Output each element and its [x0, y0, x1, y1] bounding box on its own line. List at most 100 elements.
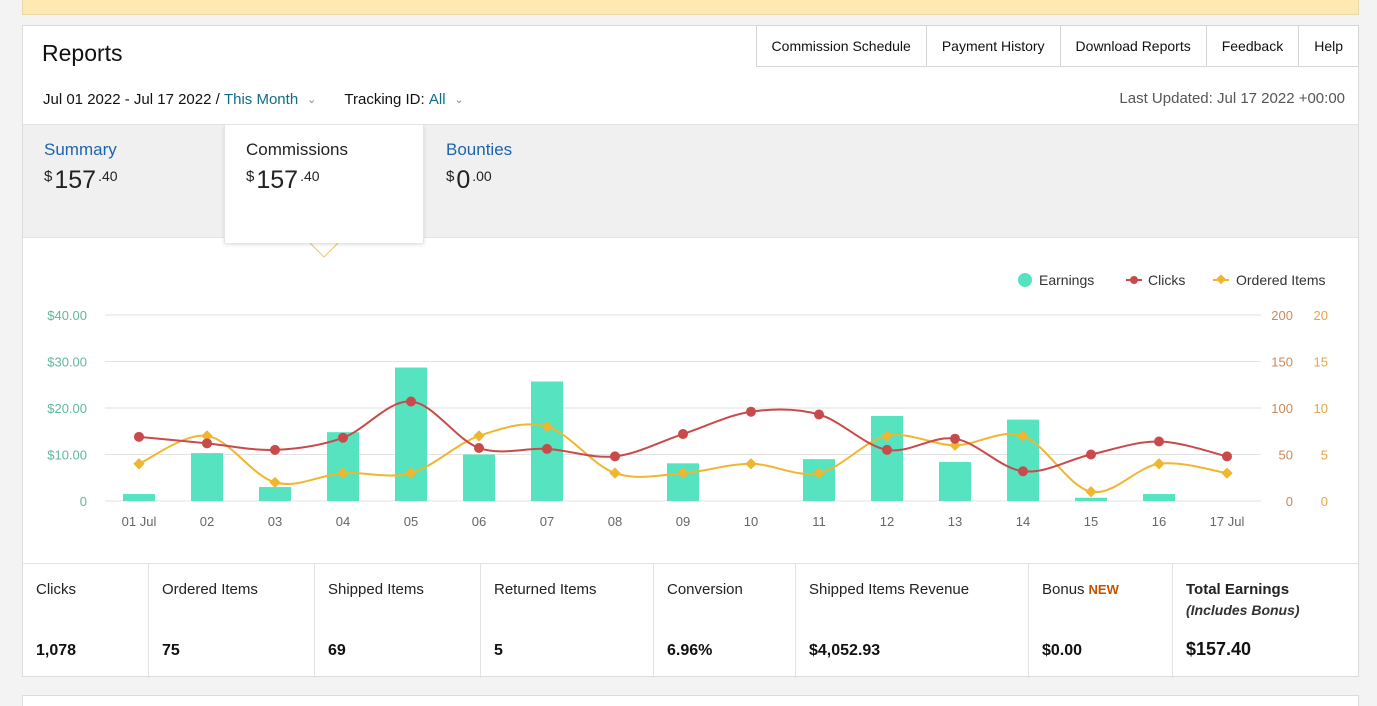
amount-fraction: .00 [472, 168, 492, 184]
stat-returned-items: Returned Items 5 [481, 564, 654, 678]
left-axis-tick: $30.00 [47, 355, 87, 370]
right-axis-tick: 0 [1286, 494, 1293, 509]
earnings-bar [463, 454, 495, 501]
x-axis-tick: 10 [744, 514, 758, 529]
earnings-bar [1143, 494, 1175, 501]
x-axis-tick: 02 [200, 514, 214, 529]
ordered-items-point [473, 430, 485, 442]
help-button[interactable]: Help [1299, 26, 1359, 66]
stat-bonus: Bonus NEW $0.00 [1029, 564, 1173, 678]
stat-ordered-items: Ordered Items 75 [149, 564, 315, 678]
clicks-point [678, 429, 688, 440]
x-axis-tick: 15 [1084, 514, 1098, 529]
tab-label: Summary [44, 140, 117, 159]
ordered-items-point [1221, 467, 1233, 479]
left-axis-tick: 0 [80, 494, 87, 509]
stat-total-earnings: Total Earnings (Includes Bonus) $157.40 [1173, 564, 1358, 678]
x-axis-tick: 05 [404, 514, 418, 529]
tab-bounties[interactable]: Bounties $ 0 .00 [425, 125, 625, 239]
commission-schedule-button[interactable]: Commission Schedule [756, 26, 927, 66]
x-axis-tick: 04 [336, 514, 350, 529]
download-reports-button[interactable]: Download Reports [1060, 26, 1207, 66]
clicks-point [406, 396, 416, 407]
x-axis-tick: 16 [1152, 514, 1166, 529]
tab-label: Bounties [446, 140, 513, 159]
clicks-point [270, 444, 280, 455]
right-axis-tick: 200 [1271, 308, 1293, 323]
x-axis-tick: 07 [540, 514, 554, 529]
chart-svg: 0 0 0$10.00 50 5$20.00 100 10$30.00 150 15$40.00… [47, 242, 1328, 529]
legend-earnings-label: Earnings [1039, 272, 1094, 288]
earnings-bar [871, 415, 903, 501]
x-axis-tick: 08 [608, 514, 622, 529]
chevron-down-icon[interactable]: ⌄ [454, 94, 464, 106]
stat-clicks: Clicks 1,078 [23, 564, 149, 678]
right-axis2-tick: 20 [1314, 308, 1328, 323]
stat-label: Ordered Items [162, 581, 258, 598]
stat-shipped-items: Shipped Items 69 [315, 564, 481, 678]
earnings-chart: 0 0 0 $10.00 50 5 $20.00 100 10 $30.00 150 15 $40.00… [23, 238, 1358, 563]
left-axis-tick: $20.00 [47, 401, 87, 416]
earnings-bar [259, 487, 291, 501]
ordered-items-point [745, 458, 757, 470]
stat-value: $157.40 [1186, 639, 1252, 659]
currency-symbol: $ [44, 168, 53, 185]
amount-whole: 157 [256, 166, 299, 194]
earnings-bar [123, 494, 155, 501]
right-axis2-tick: 0 [1321, 494, 1328, 509]
right-axis-tick: 50 [1279, 448, 1293, 463]
stat-label: Total Earnings [1186, 581, 1290, 598]
earnings-bar [191, 453, 223, 501]
summary-tabs: Summary $ 157 .40 Commissions $ 157 .40 … [23, 124, 1358, 243]
period-dropdown[interactable]: This Month [223, 91, 299, 108]
stat-value: 5 [494, 642, 503, 659]
last-updated: Last Updated: Jul 17 2022 +00:00 [1119, 90, 1345, 107]
ordered-items-point [881, 430, 893, 442]
ordered-items-point [609, 467, 621, 479]
ordered-items-point [813, 467, 825, 479]
x-axis-tick: 03 [268, 514, 282, 529]
stat-shipped-revenue: Shipped Items Revenue $4,052.93 [796, 564, 1029, 678]
feedback-button[interactable]: Feedback [1206, 26, 1300, 66]
report-nav: Commission Schedule Payment History Down… [755, 25, 1359, 67]
ordered-items-point [1085, 486, 1097, 498]
earnings-bar [395, 367, 427, 501]
clicks-point [338, 432, 348, 443]
right-axis2-tick: 10 [1314, 401, 1328, 416]
tab-amount: $ 157 .40 [44, 166, 202, 195]
chevron-down-icon[interactable]: ⌄ [307, 94, 317, 106]
tracking-id-dropdown[interactable]: All [428, 91, 446, 108]
clicks-point [202, 438, 212, 449]
stat-value: 1,078 [36, 642, 77, 659]
stat-label: Clicks [36, 581, 76, 598]
clicks-point [814, 409, 824, 420]
earnings-bar [327, 432, 359, 501]
right-axis-tick: 100 [1271, 401, 1293, 416]
tracking-id-label: Tracking ID: [344, 91, 425, 108]
date-range: Jul 01 2022 - Jul 17 2022 / [43, 91, 220, 108]
clicks-point [474, 442, 484, 453]
x-axis-tick: 09 [676, 514, 690, 529]
next-card [22, 695, 1359, 706]
tab-amount: $ 0 .00 [446, 166, 604, 195]
stat-value: $4,052.93 [809, 642, 881, 659]
tab-commissions[interactable]: Commissions $ 157 .40 [224, 125, 424, 243]
legend-ordered-label: Ordered Items [1236, 272, 1325, 288]
legend-clicks-label: Clicks [1148, 272, 1185, 288]
x-axis-tick: 13 [948, 514, 962, 529]
currency-symbol: $ [446, 168, 455, 185]
x-axis-tick: 12 [880, 514, 894, 529]
payment-history-button[interactable]: Payment History [926, 26, 1061, 66]
tab-amount: $ 157 .40 [246, 166, 402, 195]
right-axis2-tick: 5 [1321, 448, 1328, 463]
stat-label: Conversion [667, 581, 743, 598]
notification-banner [22, 0, 1359, 15]
tab-summary[interactable]: Summary $ 157 .40 [23, 125, 223, 239]
amount-fraction: .40 [300, 168, 320, 184]
amount-whole: 157 [54, 166, 97, 194]
stat-sublabel: (Includes Bonus) [1186, 602, 1300, 618]
earnings-bar [939, 461, 971, 501]
stat-label: Shipped Items [328, 581, 424, 598]
bonus-label: Bonus [1042, 581, 1085, 598]
x-axis-tick: 14 [1016, 514, 1030, 529]
